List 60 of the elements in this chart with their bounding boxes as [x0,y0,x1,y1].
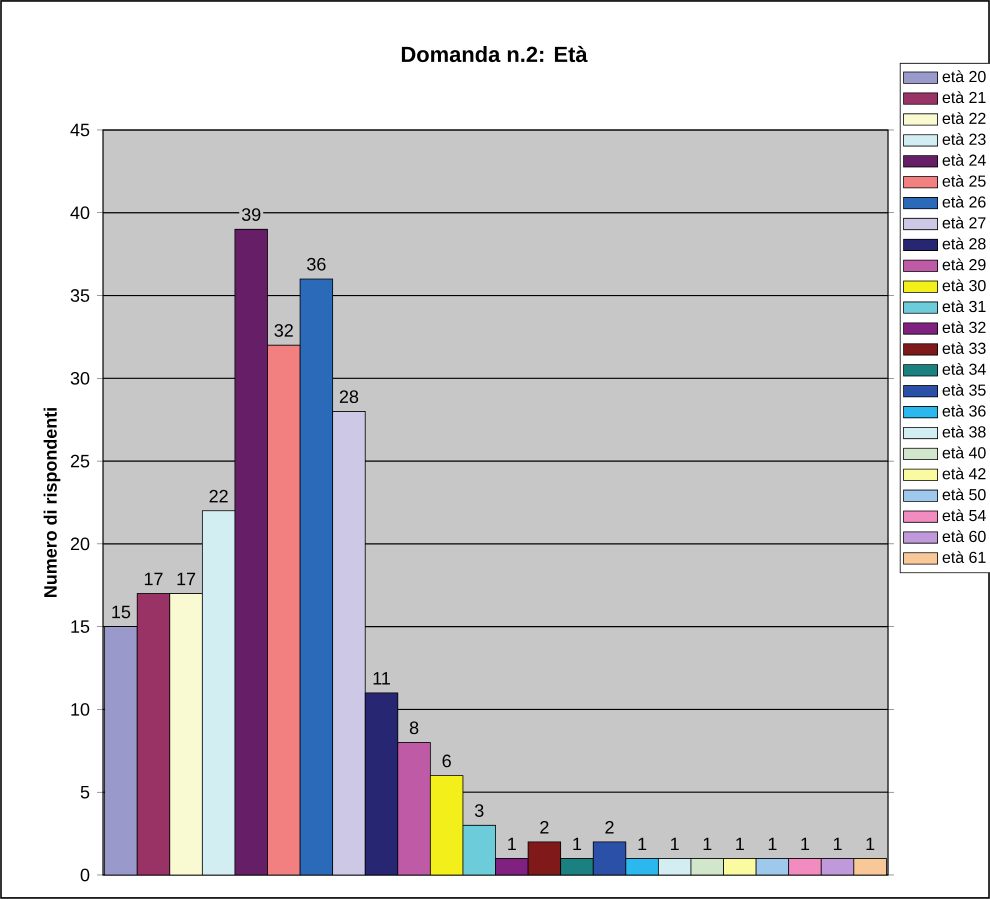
legend-label: età 28 [942,238,986,250]
data-label: 1 [704,838,712,850]
y-tick-label: 15 [71,620,90,633]
data-label: 1 [573,838,582,850]
legend-label: età 24 [942,154,986,166]
legend-label: età 50 [942,488,986,500]
data-label: 1 [834,838,842,850]
data-label: 2 [605,820,614,834]
legend-label: età 21 [942,91,986,104]
legend-label: età 60 [942,530,986,542]
data-label: 36 [307,258,326,271]
data-label: 1 [866,838,874,850]
legend-label: età 29 [942,258,986,270]
legend-label: età 42 [942,467,986,480]
legend-label: età 33 [942,342,986,354]
legend-label: età 35 [942,384,986,396]
legend-label: età 22 [942,112,986,124]
data-label: 2 [540,820,548,834]
legend-label: età 25 [942,174,986,187]
legend-label: età 40 [942,446,986,458]
chart-title: Domanda n.2: Età [402,46,588,62]
data-label: 6 [442,754,451,768]
y-tick-label: 5 [80,786,90,798]
legend-label: età 30 [942,279,986,292]
data-label: 39 [242,208,260,221]
legend-label: età 31 [942,300,986,312]
data-label: 17 [144,572,163,586]
y-tick-label: 30 [70,372,90,385]
y-axis-title: Numero di rispondenti [44,408,60,597]
legend-label: età 20 [942,70,986,82]
data-label: 17 [177,572,196,586]
y-tick-label: 25 [70,454,90,468]
data-label: 1 [768,838,776,850]
data-label: 28 [340,390,358,404]
data-label: 11 [374,672,390,684]
data-label: 3 [474,804,484,817]
legend-label: età 26 [942,196,986,208]
y-tick-label: 0 [80,868,90,882]
legend-label: età 34 [942,362,986,375]
data-label: 8 [410,721,418,734]
y-tick-label: 10 [71,703,90,716]
data-label: 1 [508,838,516,850]
data-label: 1 [638,838,646,850]
legend-label: età 23 [942,133,986,145]
data-label: 1 [736,838,744,850]
legend-label: età 38 [942,426,986,438]
legend-label: età 32 [942,321,986,334]
data-label: 22 [210,490,228,502]
data-label: 15 [112,606,130,618]
y-tick-label: 45 [70,124,90,136]
y-tick-label: 40 [70,206,90,220]
data-label: 1 [671,838,679,850]
y-tick-label: 35 [70,289,90,302]
legend-label: età 36 [942,404,986,417]
data-label: 32 [274,324,293,337]
legend-label: età 54 [942,509,986,522]
legend-label: età 27 [942,216,986,229]
y-tick-label: 20 [70,538,90,550]
legend-label: età 61 [942,551,986,563]
data-label: 1 [801,838,810,850]
